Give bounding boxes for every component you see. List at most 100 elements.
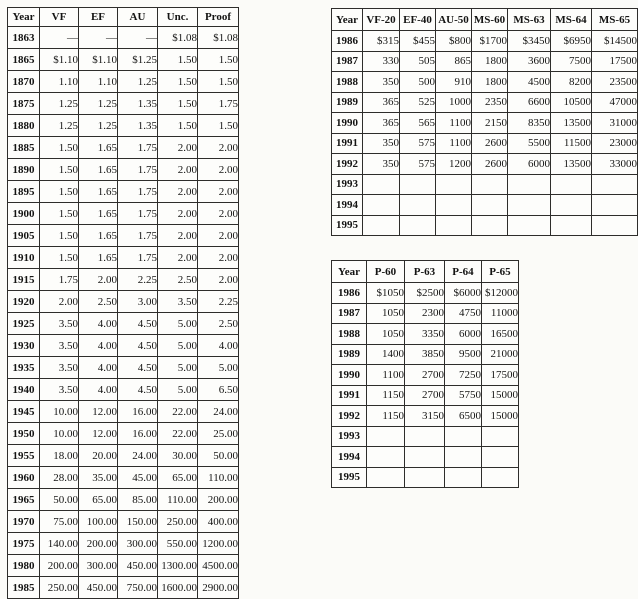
value-cell: 3.50 xyxy=(39,378,79,401)
value-cell: 85.00 xyxy=(117,488,158,511)
value-cell: 1.50 xyxy=(39,136,79,159)
table-row: 1935 3.50 4.00 4.50 5.00 5.00 xyxy=(7,356,239,379)
value-cell: 1.65 xyxy=(78,180,118,203)
year-cell: 1880 xyxy=(7,114,40,137)
value-cell: 1.25 xyxy=(78,92,118,115)
table-row: 1994 xyxy=(331,446,519,468)
value-cell xyxy=(550,214,592,236)
value-cell: 140.00 xyxy=(39,532,79,555)
column-header: VF-20 xyxy=(362,8,400,31)
table-row: 1991 1150 2700 5750 15000 xyxy=(331,384,519,406)
value-cell: 4.50 xyxy=(117,312,158,335)
value-cell: 35.00 xyxy=(78,466,118,489)
value-cell xyxy=(471,214,508,236)
column-header: P-60 xyxy=(366,260,405,283)
year-cell: 1930 xyxy=(7,334,40,357)
value-cell: 1.25 xyxy=(78,114,118,137)
year-cell: 1863 xyxy=(7,26,40,49)
value-cell: 505 xyxy=(399,50,436,72)
value-cell: 1200 xyxy=(435,153,472,175)
value-cell: 2900.00 xyxy=(197,576,239,599)
value-cell: 4.00 xyxy=(78,356,118,379)
value-cell: 1800 xyxy=(471,71,508,93)
value-cell: 12.00 xyxy=(78,422,118,445)
value-cell xyxy=(399,173,436,195)
value-cell xyxy=(399,214,436,236)
value-cell: $1700 xyxy=(471,30,508,52)
value-cell: 200.00 xyxy=(78,532,118,555)
table-row: 1920 2.00 2.50 3.00 3.50 2.25 xyxy=(7,290,239,313)
value-cell xyxy=(366,466,405,488)
table-row: 1905 1.50 1.65 1.75 2.00 2.00 xyxy=(7,224,239,247)
year-cell: 1975 xyxy=(7,532,40,555)
value-cell: 47000 xyxy=(591,91,638,113)
column-header: MS-60 xyxy=(471,8,508,31)
value-cell xyxy=(591,173,638,195)
value-cell: 1.50 xyxy=(157,92,198,115)
value-cell: 1.50 xyxy=(39,246,79,269)
value-cell: 7500 xyxy=(550,50,592,72)
value-cell: 1.75 xyxy=(117,180,158,203)
value-cell: 1.50 xyxy=(157,48,198,71)
value-cell xyxy=(550,194,592,216)
value-cell: — xyxy=(78,26,118,49)
value-cell: 2.00 xyxy=(197,268,239,291)
mint-state-price-table: Year VF-20 EF-40 AU-50 MS-60 MS-63 MS-64 MS-65 1… xyxy=(331,8,638,236)
value-cell xyxy=(507,173,551,195)
year-cell: 1985 xyxy=(7,576,40,599)
value-cell: 13500 xyxy=(550,112,592,134)
value-cell: 3.00 xyxy=(117,290,158,313)
value-cell xyxy=(550,173,592,195)
value-cell: 1000 xyxy=(435,91,472,113)
column-header: EF xyxy=(78,7,118,27)
value-cell: 24.00 xyxy=(117,444,158,467)
value-cell: 65.00 xyxy=(157,466,198,489)
value-cell: 65.00 xyxy=(78,488,118,511)
year-cell: 1989 xyxy=(331,343,367,365)
value-cell: 16.00 xyxy=(117,400,158,423)
value-cell: $12000 xyxy=(481,282,519,304)
value-cell: 23500 xyxy=(591,71,638,93)
value-cell: 45.00 xyxy=(117,466,158,489)
column-header: MS-63 xyxy=(507,8,551,31)
value-cell xyxy=(444,425,482,447)
value-cell: 1.50 xyxy=(39,224,79,247)
year-cell: 1995 xyxy=(331,214,363,236)
value-cell: — xyxy=(117,26,158,49)
table-row: 1994 xyxy=(331,194,638,216)
value-cell: 2.25 xyxy=(197,290,239,313)
table-row: 1975 140.00 200.00 300.00 550.00 1200.00 xyxy=(7,532,239,555)
value-cell: 1150 xyxy=(366,384,405,406)
value-cell: 1.65 xyxy=(78,246,118,269)
value-cell: 1.10 xyxy=(78,70,118,93)
value-cell: $14500 xyxy=(591,30,638,52)
table-row: 1989 1400 3850 9500 21000 xyxy=(331,343,519,365)
value-cell: 550.00 xyxy=(157,532,198,555)
column-header: AU xyxy=(117,7,158,27)
year-cell: 1865 xyxy=(7,48,40,71)
value-cell: 18.00 xyxy=(39,444,79,467)
value-cell: 1100 xyxy=(366,364,405,386)
value-cell: 2.00 xyxy=(197,136,239,159)
table-row: 1985 250.00 450.00 750.00 1600.00 2900.00 xyxy=(7,576,239,599)
value-cell: 3150 xyxy=(404,405,445,427)
table-row: 1987 1050 2300 4750 11000 xyxy=(331,302,519,324)
value-cell: 1600.00 xyxy=(157,576,198,599)
column-header: VF xyxy=(39,7,79,27)
value-cell: 450.00 xyxy=(117,554,158,577)
value-cell: 2.00 xyxy=(78,268,118,291)
value-cell: 6000 xyxy=(444,323,482,345)
value-cell: 1.50 xyxy=(157,114,198,137)
value-cell: 400.00 xyxy=(197,510,239,533)
value-cell: 25.00 xyxy=(197,422,239,445)
year-cell: 1890 xyxy=(7,158,40,181)
year-cell: 1920 xyxy=(7,290,40,313)
table-row: 1995 xyxy=(331,466,519,488)
table-row: 1950 10.00 12.00 16.00 22.00 25.00 xyxy=(7,422,239,445)
table-row: 1992 350 575 1200 2600 6000 13500 33000 xyxy=(331,153,638,175)
value-cell xyxy=(507,194,551,216)
value-cell: 1100 xyxy=(435,132,472,154)
value-cell: 7250 xyxy=(444,364,482,386)
value-cell: 4.00 xyxy=(78,378,118,401)
value-cell: 3.50 xyxy=(39,312,79,335)
